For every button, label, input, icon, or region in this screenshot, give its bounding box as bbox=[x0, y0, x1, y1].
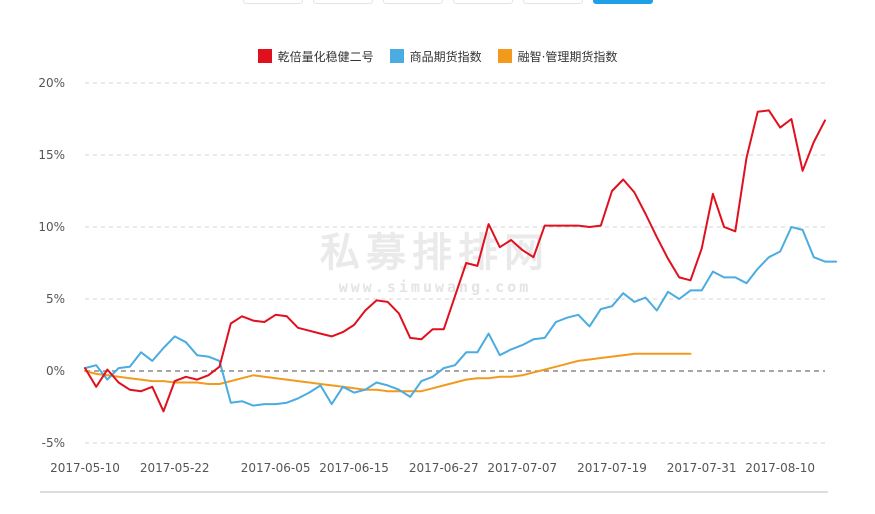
x-tick-label: 2017-07-07 bbox=[487, 461, 557, 475]
legend-label-series-2: 商品期货指数 bbox=[409, 49, 482, 64]
series-line-3 bbox=[84, 352, 692, 393]
chart-tab-4[interactable] bbox=[453, 0, 513, 4]
x-axis: 2017-05-10 2017-05-22 2017-06-05 2017-06-15… bbox=[50, 461, 815, 475]
y-axis: 20% 15% 10% 5% 0% -5% bbox=[38, 76, 65, 450]
y-tick-label: 0% bbox=[46, 364, 65, 378]
x-tick-label: 2017-06-05 bbox=[241, 461, 311, 475]
x-tick-label: 2017-05-10 bbox=[50, 461, 120, 475]
x-tick-label: 2017-06-15 bbox=[319, 461, 389, 475]
watermark-url: www.simuwang.com bbox=[339, 278, 532, 296]
legend-item-series-2[interactable]: 商品期货指数 bbox=[389, 48, 482, 65]
y-tick-label: 20% bbox=[38, 76, 65, 90]
x-tick-label: 2017-07-31 bbox=[667, 461, 737, 475]
x-tick-label: 2017-08-10 bbox=[745, 461, 815, 475]
legend-item-series-3[interactable]: 融智·管理期货指数 bbox=[497, 48, 618, 65]
y-tick-label: 10% bbox=[38, 220, 65, 234]
x-tick-label: 2017-06-27 bbox=[409, 461, 479, 475]
y-tick-label: -5% bbox=[42, 436, 65, 450]
legend-label-series-1: 乾倍量化稳健二号 bbox=[277, 49, 374, 64]
series-line-1 bbox=[84, 109, 826, 413]
legend-swatch-series-1 bbox=[257, 49, 272, 63]
chart-tab-1[interactable] bbox=[243, 0, 303, 4]
chart-tab-2[interactable] bbox=[313, 0, 373, 4]
chart-tab-bar bbox=[0, 0, 875, 8]
watermark: 私募排排网 www.simuwang.com bbox=[320, 230, 550, 296]
legend-swatch-series-3 bbox=[497, 49, 512, 63]
series-lines bbox=[84, 109, 838, 413]
x-tick-label: 2017-07-19 bbox=[577, 461, 647, 475]
chart-legend: 乾倍量化稳健二号 商品期货指数 融智·管理期货指数 bbox=[0, 47, 875, 65]
y-tick-label: 5% bbox=[46, 292, 65, 306]
legend-label-series-3: 融智·管理期货指数 bbox=[517, 49, 618, 64]
y-tick-label: 15% bbox=[38, 148, 65, 162]
chart-tab-6-active[interactable] bbox=[593, 0, 653, 4]
legend-item-series-1[interactable]: 乾倍量化稳健二号 bbox=[257, 48, 374, 65]
x-tick-label: 2017-05-22 bbox=[140, 461, 210, 475]
chart-tab-5[interactable] bbox=[523, 0, 583, 4]
legend-swatch-series-2 bbox=[389, 49, 404, 63]
series-line-2 bbox=[84, 226, 838, 407]
watermark-text: 私募排排网 bbox=[320, 230, 550, 276]
chart-tab-3[interactable] bbox=[383, 0, 443, 4]
